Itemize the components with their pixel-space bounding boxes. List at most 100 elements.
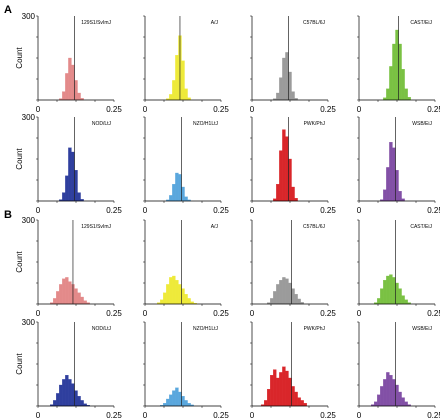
histogram-bar <box>279 150 283 202</box>
histogram-bar <box>285 370 289 407</box>
x-tick-label: 0.25 <box>320 206 336 215</box>
histogram-bar <box>181 396 185 407</box>
histogram-bar <box>389 274 393 305</box>
histogram-bar <box>175 387 179 407</box>
histogram-bar <box>297 298 301 305</box>
histogram-bar <box>401 295 405 305</box>
histogram-bar <box>62 91 66 101</box>
histogram-bar <box>175 172 179 202</box>
x-tick-label: 0.25 <box>427 309 440 318</box>
histogram-bar <box>175 55 179 101</box>
histogram-bar <box>398 391 402 407</box>
histogram-bar <box>389 66 393 101</box>
y-tick-label: 300 <box>22 12 36 21</box>
x-tick-label: 0.25 <box>320 411 336 418</box>
histogram-bar <box>389 375 393 407</box>
histogram-subplot: A/J 0 0.25 <box>143 219 229 318</box>
x-tick-label: 0.25 <box>106 309 122 318</box>
histogram-bar <box>181 186 185 202</box>
histogram-bar <box>59 384 63 407</box>
histogram-bar <box>401 397 405 407</box>
histogram-bar <box>77 292 81 305</box>
histogram-subplot: 129S1/SvImJ 0 0.25 300 Count <box>15 216 122 318</box>
histogram-bar <box>163 403 167 407</box>
histogram-bar <box>291 288 295 305</box>
histogram-subplot: WSB/EiJ 0 0.25 <box>357 321 440 418</box>
histogram-subplot: C57BL/6J 0 0.25 <box>250 219 336 318</box>
histogram-bar <box>270 375 274 407</box>
histogram-bar <box>395 29 399 101</box>
subplot-title: NOD/LtJ <box>92 326 112 332</box>
histogram-bar <box>56 393 60 407</box>
y-axis-label: Count <box>15 353 24 375</box>
histogram-bar <box>187 403 191 407</box>
x-tick-label: 0 <box>250 411 255 418</box>
histogram-bar <box>68 281 72 305</box>
histogram-bar <box>80 296 84 305</box>
histogram-bar <box>184 196 188 202</box>
subplot-title: A/J <box>211 224 219 230</box>
histogram-bar <box>71 151 75 202</box>
histogram-bar <box>279 280 283 305</box>
subplot-title: PWK/PhJ <box>304 121 326 127</box>
histogram-bar <box>288 377 292 407</box>
histogram-bar <box>383 379 387 407</box>
histogram-bar <box>288 282 292 305</box>
histogram-subplot: CAST/EiJ 0 0.25 <box>357 15 440 114</box>
histogram-bar <box>291 186 295 202</box>
histogram-bar <box>270 298 274 305</box>
histogram-bar <box>377 298 381 305</box>
histogram-bar <box>181 60 185 101</box>
histogram-subplot: PWK/PhJ 0 0.25 <box>250 321 336 418</box>
histogram-bar <box>285 52 289 101</box>
x-tick-label: 0.25 <box>106 411 122 418</box>
histogram-bar <box>404 299 408 305</box>
x-tick-label: 0 <box>250 309 255 318</box>
histogram-bar <box>172 184 176 202</box>
histogram-subplot: WSB/EiJ 0 0.25 <box>357 116 440 215</box>
histogram-bar <box>300 400 304 407</box>
histogram-bar <box>74 170 78 202</box>
y-tick-label: 300 <box>22 318 36 327</box>
histogram-bar <box>398 43 402 101</box>
histogram-bar <box>407 97 411 101</box>
x-tick-label: 0 <box>36 411 41 418</box>
y-axis-label: Count <box>15 148 24 170</box>
histogram-bar <box>401 69 405 101</box>
histogram-bar <box>59 284 63 305</box>
histogram-bar <box>68 147 72 202</box>
subplot-title: PWK/PhJ <box>304 326 326 332</box>
histogram-bar <box>395 384 399 407</box>
histogram-bar <box>74 80 78 101</box>
x-tick-label: 0 <box>143 206 148 215</box>
histogram-bar <box>178 391 182 407</box>
panel-b-letter: B <box>4 209 12 221</box>
x-tick-label: 0 <box>36 206 41 215</box>
histogram-bar <box>53 400 57 407</box>
histogram-bar <box>62 192 66 202</box>
histogram-bar <box>276 184 280 202</box>
histogram-bar <box>169 195 173 202</box>
histogram-bar <box>392 43 396 101</box>
histogram-bar <box>404 88 408 101</box>
histogram-bar <box>294 294 298 305</box>
histogram-bar <box>62 278 66 305</box>
histogram-bar <box>62 379 66 407</box>
histogram-bar <box>56 291 60 305</box>
x-tick-label: 0.25 <box>320 309 336 318</box>
x-tick-label: 0.25 <box>106 206 122 215</box>
histogram-bar <box>386 372 390 407</box>
histogram-bar <box>282 129 286 202</box>
histogram-bar <box>294 198 298 202</box>
histogram-bar <box>285 278 289 305</box>
histogram-bar <box>169 394 173 407</box>
histogram-bar <box>282 57 286 101</box>
x-tick-label: 0.25 <box>213 206 229 215</box>
x-tick-label: 0 <box>357 206 362 215</box>
x-tick-label: 0 <box>357 309 362 318</box>
y-axis-label: Count <box>15 47 24 69</box>
histogram-bar <box>386 167 390 202</box>
histogram-bar <box>74 288 78 305</box>
subplot-title: NOD/LtJ <box>92 121 112 127</box>
